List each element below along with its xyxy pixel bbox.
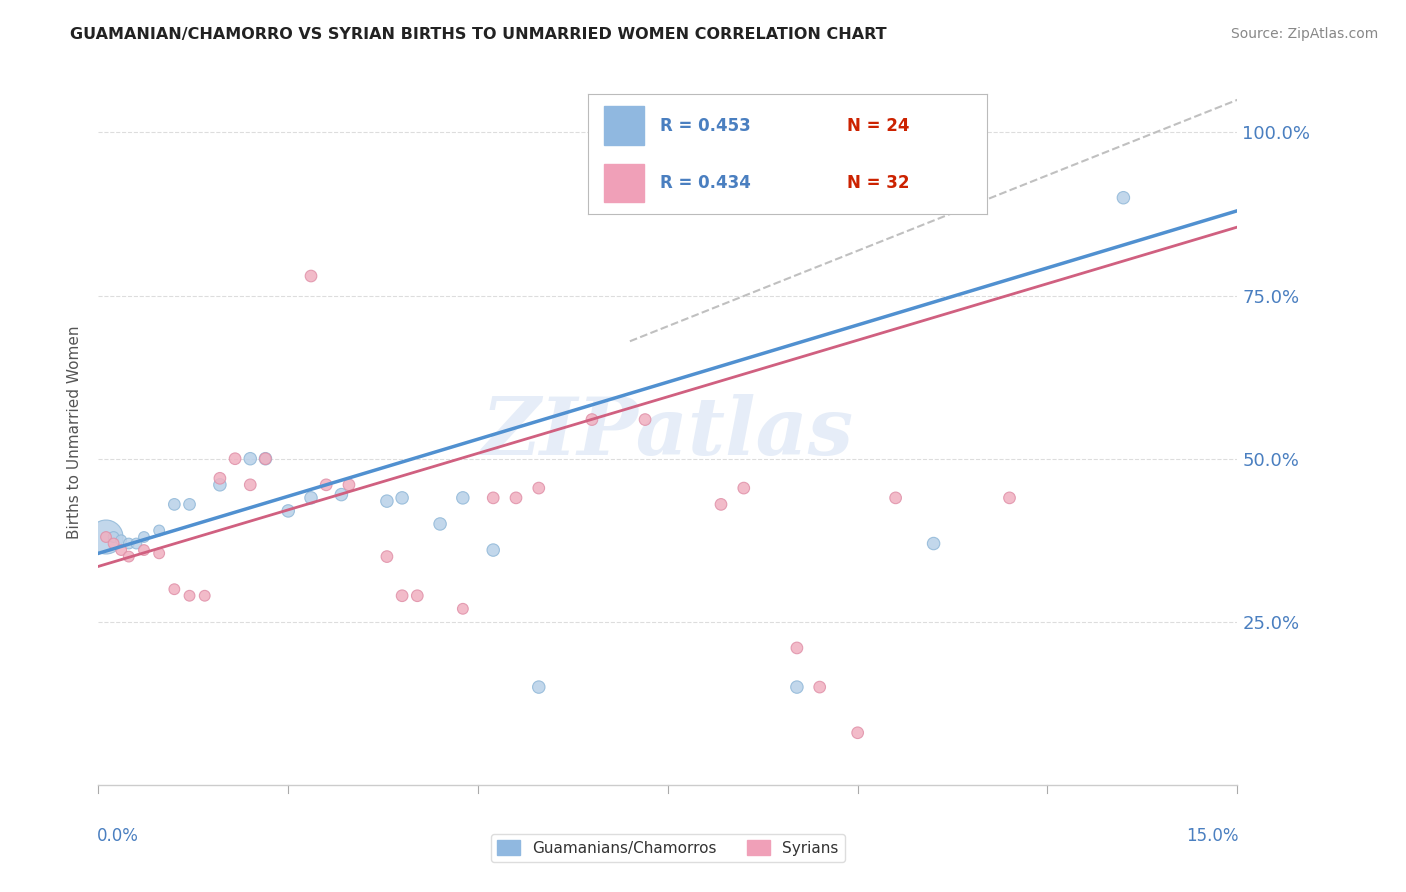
Point [239,451,262,466]
Point [208,471,231,485]
Point [132,543,155,558]
Legend: Guamanians/Chamorros, Syrians: Guamanians/Chamorros, Syrians [491,834,845,862]
Point [451,491,474,505]
Point [527,481,550,495]
Text: ZIPatlas: ZIPatlas [482,394,853,471]
Text: 0.0%: 0.0% [97,827,139,846]
Text: GUAMANIAN/CHAMORRO VS SYRIAN BIRTHS TO UNMARRIED WOMEN CORRELATION CHART: GUAMANIAN/CHAMORRO VS SYRIAN BIRTHS TO U… [70,27,887,42]
Point [1112,191,1135,205]
Point [482,543,505,558]
Point [125,536,148,550]
Text: Source: ZipAtlas.com: Source: ZipAtlas.com [1230,27,1378,41]
Point [132,530,155,544]
Point [391,589,413,603]
Point [337,478,360,492]
Point [118,536,141,550]
Point [163,497,186,511]
Point [254,451,277,466]
Point [254,451,277,466]
Point [406,589,429,603]
Text: 15.0%: 15.0% [1185,827,1239,846]
Point [375,494,398,508]
Point [451,602,474,616]
Point [846,725,869,739]
Point [224,451,246,466]
Point [194,589,217,603]
Point [375,549,398,564]
Point [808,680,831,694]
Point [299,491,322,505]
Point [330,487,353,501]
Point [163,582,186,597]
Point [148,524,170,538]
Y-axis label: Births to Unmarried Women: Births to Unmarried Women [67,326,83,540]
Point [786,640,808,655]
Point [94,530,117,544]
Point [922,536,945,550]
Point [733,481,755,495]
Point [239,478,262,492]
Point [315,478,337,492]
Point [505,491,527,505]
Point [103,536,125,550]
Point [179,497,201,511]
Point [710,497,733,511]
Point [179,589,201,603]
Point [884,491,907,505]
Point [110,533,132,548]
Point [110,543,132,558]
Point [998,491,1021,505]
Point [786,680,808,694]
Point [482,491,505,505]
Point [429,516,451,531]
Point [118,549,141,564]
Point [391,491,413,505]
Point [299,268,322,283]
Point [148,546,170,560]
Point [94,530,117,544]
Point [527,680,550,694]
Point [103,530,125,544]
Point [277,504,299,518]
Point [581,412,603,426]
Point [634,412,657,426]
Point [208,478,231,492]
